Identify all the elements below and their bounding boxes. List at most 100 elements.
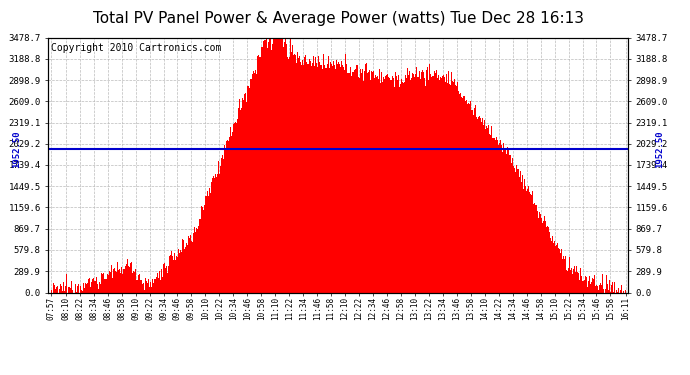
Bar [346, 72, 348, 292]
Bar [580, 276, 582, 292]
Bar [127, 259, 128, 292]
Bar [143, 283, 144, 292]
Bar [456, 86, 457, 292]
Bar [533, 204, 534, 292]
Bar [161, 270, 162, 292]
Bar [503, 143, 504, 292]
Bar [519, 181, 520, 292]
Bar [121, 268, 122, 292]
Bar [424, 78, 425, 292]
Bar [517, 177, 518, 292]
Bar [584, 280, 585, 292]
Bar [186, 243, 187, 292]
Bar [60, 284, 61, 292]
Bar [217, 174, 218, 292]
Bar [509, 155, 510, 292]
Bar [578, 273, 579, 292]
Bar [567, 272, 568, 292]
Bar [175, 260, 176, 292]
Bar [326, 54, 327, 292]
Bar [475, 111, 476, 292]
Bar [194, 227, 195, 292]
Bar [611, 284, 612, 292]
Bar [600, 283, 601, 292]
Bar [284, 42, 285, 292]
Bar [132, 273, 133, 292]
Bar [278, 39, 279, 292]
Bar [365, 70, 366, 292]
Bar [204, 205, 205, 292]
Bar [361, 73, 362, 292]
Bar [165, 268, 166, 292]
Bar [103, 274, 104, 292]
Bar [115, 271, 116, 292]
Bar [206, 196, 207, 292]
Bar [75, 284, 76, 292]
Bar [390, 80, 391, 292]
Bar [494, 138, 495, 292]
Bar [317, 67, 318, 292]
Bar [537, 199, 538, 292]
Bar [182, 240, 183, 292]
Bar [546, 226, 548, 292]
Bar [215, 174, 216, 292]
Bar [210, 195, 211, 292]
Bar [583, 274, 584, 292]
Bar [460, 93, 461, 292]
Bar [261, 46, 262, 292]
Bar [57, 286, 58, 292]
Bar [184, 249, 185, 292]
Bar [313, 56, 314, 292]
Text: Copyright 2010 Cartronics.com: Copyright 2010 Cartronics.com [51, 43, 221, 52]
Bar [145, 278, 146, 292]
Bar [156, 277, 157, 292]
Bar [595, 284, 596, 292]
Bar [388, 76, 389, 292]
Bar [435, 73, 436, 292]
Bar [474, 108, 475, 292]
Bar [155, 279, 156, 292]
Bar [233, 124, 234, 292]
Bar [359, 69, 360, 292]
Bar [507, 147, 508, 292]
Bar [312, 63, 313, 292]
Bar [380, 83, 381, 292]
Bar [374, 78, 375, 292]
Bar [303, 65, 304, 292]
Bar [305, 55, 306, 292]
Bar [555, 246, 556, 292]
Bar [97, 284, 98, 292]
Bar [237, 118, 238, 292]
Bar [469, 104, 470, 292]
Bar [202, 207, 203, 292]
Bar [228, 135, 230, 292]
Bar [183, 241, 184, 292]
Bar [302, 60, 303, 292]
Bar [364, 72, 365, 292]
Bar [477, 114, 478, 292]
Bar [528, 186, 529, 292]
Bar [245, 93, 246, 292]
Bar [548, 226, 549, 292]
Bar [136, 280, 137, 292]
Bar [268, 42, 269, 292]
Bar [287, 57, 288, 292]
Bar [613, 287, 614, 292]
Bar [176, 256, 177, 292]
Bar [329, 68, 331, 292]
Bar [526, 202, 527, 292]
Bar [300, 62, 301, 292]
Bar [404, 82, 405, 292]
Bar [118, 270, 119, 292]
Bar [366, 63, 367, 292]
Bar [490, 135, 491, 292]
Bar [577, 272, 578, 292]
Bar [468, 104, 469, 292]
Bar [426, 72, 427, 292]
Bar [134, 269, 135, 292]
Bar [221, 157, 222, 292]
Bar [384, 79, 385, 292]
Bar [170, 255, 171, 292]
Bar [487, 129, 488, 292]
Bar [532, 204, 533, 292]
